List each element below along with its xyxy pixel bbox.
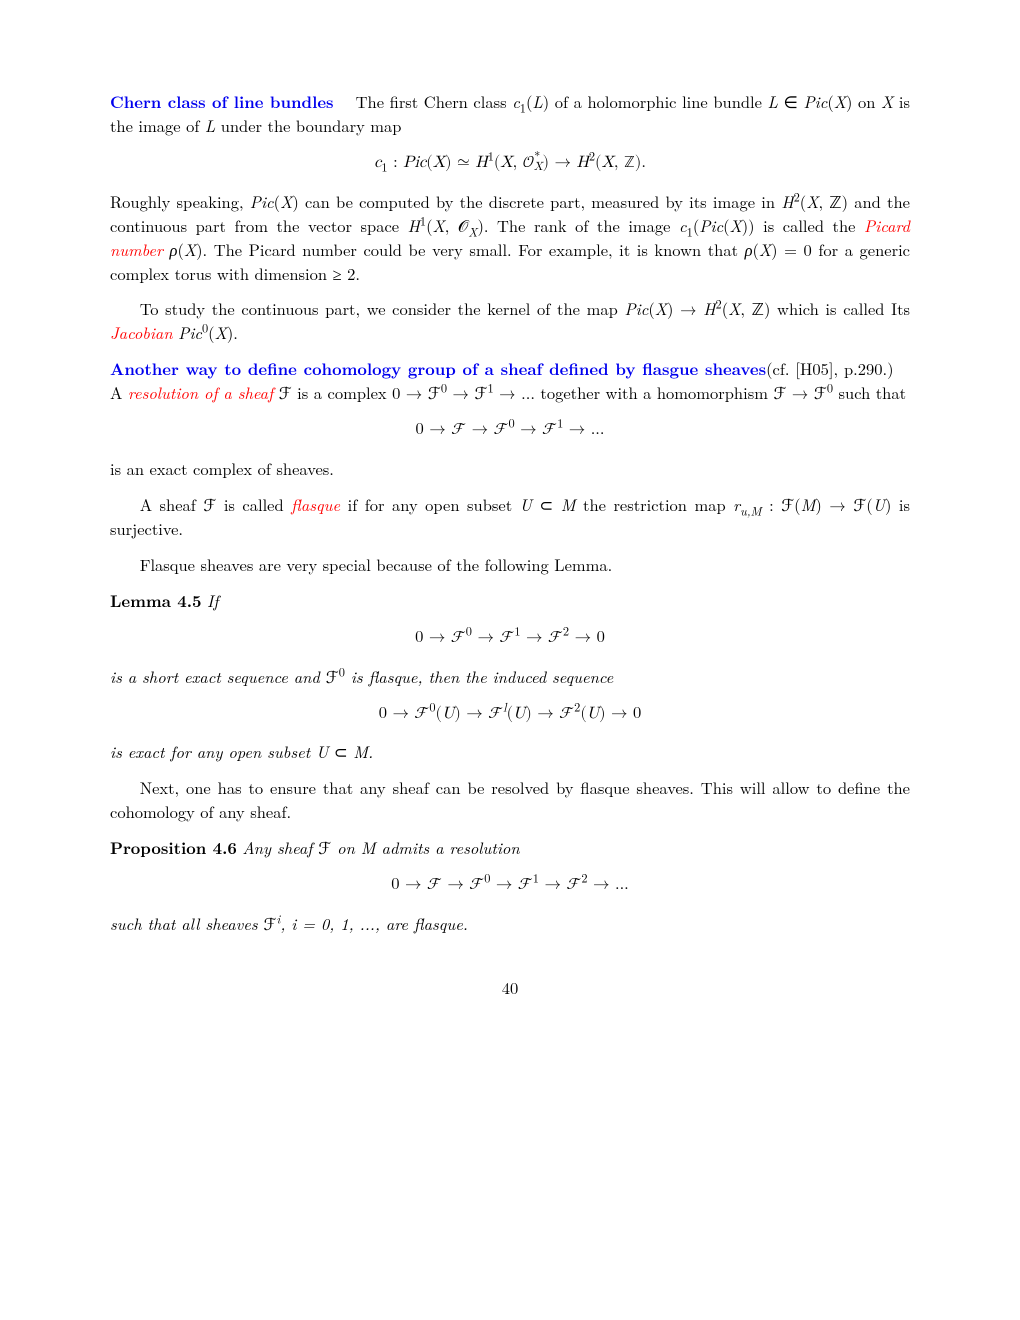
term-resolution: resolution of a sheaf [128,380,273,404]
text: which is called Its [770,296,910,320]
para-chern-intro: Chern class of line bundles The first Ch… [110,90,910,138]
text: together with a homomorphism [535,380,774,404]
display-math-resolution: 0 → ℱ → ℱ0 → ℱ1 → ... [110,419,910,443]
math-PicX: Pic(X) [250,189,299,213]
math-F-to-F0: ℱ → ℱ0 [773,380,833,404]
para-roughly: Roughly speaking, Pic(X) can be computed… [110,190,910,286]
prop-label: Proposition 4.6 [110,835,237,859]
math-rhoX-0: ρ(X) = 0 [745,237,812,261]
text: . [233,320,238,344]
page-number: 40 [110,976,910,1000]
text: The first Chern class [356,89,513,113]
lemma-if: If [207,588,218,612]
text: Any sheaf [242,835,318,859]
math-F: ℱ [279,380,292,404]
text: of a holomorphic line bundle [549,89,767,113]
math-F: ℱ [318,835,331,859]
math-c1L: c1(L) [512,89,549,113]
display-math-boundary-map: c1 : Pic(X) ≃ H1(X, 𝒪*X) → H2(X, ℤ). [110,152,910,176]
para-ensure: Next, one has to ensure that any sheaf c… [110,776,910,824]
term-jacobian: Jacobian [110,320,173,344]
math-F0: ℱ0 [326,664,345,688]
text: admits a resolution [376,835,520,859]
text: if for any open subset [340,492,520,516]
text: . The rank of the image [484,213,679,237]
text: . [368,739,373,763]
text: To study the continuous part, we conside… [140,296,625,320]
math-F: ℱ [203,492,216,516]
text: such that [833,380,906,404]
para-exact-complex: is an exact complex of sheaves. [110,457,910,481]
lemma-mid: is a short exact sequence and ℱ0 is flas… [110,665,910,689]
lemma-4-5: Lemma 4.5 If [110,589,910,613]
math-L: L [205,113,215,137]
text: on [852,89,881,113]
math-complex: 0 → ℱ0 → ℱ1 → ... [392,380,535,404]
math-rhoX: ρ(X) [170,237,203,261]
display-math-lemma-induced: 0 → ℱ0(U) → ℱl(U) → ℱ2(U) → 0 [110,703,910,727]
text: is a complex [292,380,392,404]
math-Pic-to-H2: Pic(X) → H2(X, ℤ) [624,296,770,320]
text: is exact for any open subset [110,739,316,763]
heading-flasque: Another way to define cohomology group o… [110,356,766,380]
para-flasque-def: A sheaf ℱ is called flasque if for any o… [110,493,910,541]
proposition-4-6: Proposition 4.6 Any sheaf ℱ on M admits … [110,836,910,860]
text: on [331,835,361,859]
para-jacobian: To study the continuous part, we conside… [110,297,910,345]
math-M: M [361,835,376,859]
text: A sheaf [140,492,204,516]
para-flasque-intro: Another way to define cohomology group o… [110,357,910,405]
text: Roughly speaking, [110,189,250,213]
math-L-in-Pic: L ∈ Pic(X) [768,89,853,113]
math-Pic0: Pic0(X) [178,320,233,344]
heading-chern: Chern class of line bundles [110,89,334,113]
text: . The Picard number could be very small.… [203,237,745,261]
term-flasque: flasque [291,492,340,516]
para-flasque-special: Flasque sheaves are very special because… [110,553,910,577]
lemma-end: is exact for any open subset U ⊂ M. [110,740,910,764]
text: is called [216,492,291,516]
lemma-label: Lemma 4.5 [110,588,202,612]
math-H2XZ: H2(X, ℤ) [781,189,848,213]
math-c1Pic: c1(Pic(X)) [679,213,755,237]
math-i-range: i = 0, 1, ... [291,911,375,935]
math-X: X [881,89,893,113]
display-math-prop-resolution: 0 → ℱ → ℱ0 → ℱ1 → ℱ2 → ... [110,874,910,898]
text: is a short exact sequence and [110,664,326,688]
text: , are flasque. [375,911,468,935]
text: the restriction map [576,492,734,516]
text: such that all sheaves [110,911,264,935]
math-ruM: ru,M : ℱ(M) → ℱ(U) [733,492,891,516]
text: , [280,911,291,935]
math-H1XOX: H1(X, 𝒪X) [408,213,484,237]
math-UsubM: U ⊂ M [520,492,576,516]
display-math-lemma-ses: 0 → ℱ0 → ℱ1 → ℱ2 → 0 [110,627,910,651]
prop-end: such that all sheaves ℱi, i = 0, 1, ...,… [110,912,910,936]
prop-text: Any sheaf ℱ on M admits a resolution [242,835,519,859]
text: is flasque, then the induced sequence [345,664,613,688]
text: under the boundary map [215,113,401,137]
math-UsubM2: U ⊂ M [316,739,368,763]
text: can be computed by the discrete part, me… [299,189,782,213]
math-Fi: ℱi [264,911,281,935]
text: is called the [755,213,864,237]
